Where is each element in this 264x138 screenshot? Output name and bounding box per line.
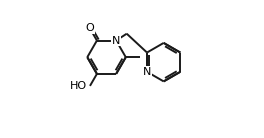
Text: HO: HO	[70, 81, 87, 91]
Text: O: O	[85, 23, 94, 33]
Text: N: N	[143, 67, 151, 77]
Text: N: N	[112, 35, 120, 46]
